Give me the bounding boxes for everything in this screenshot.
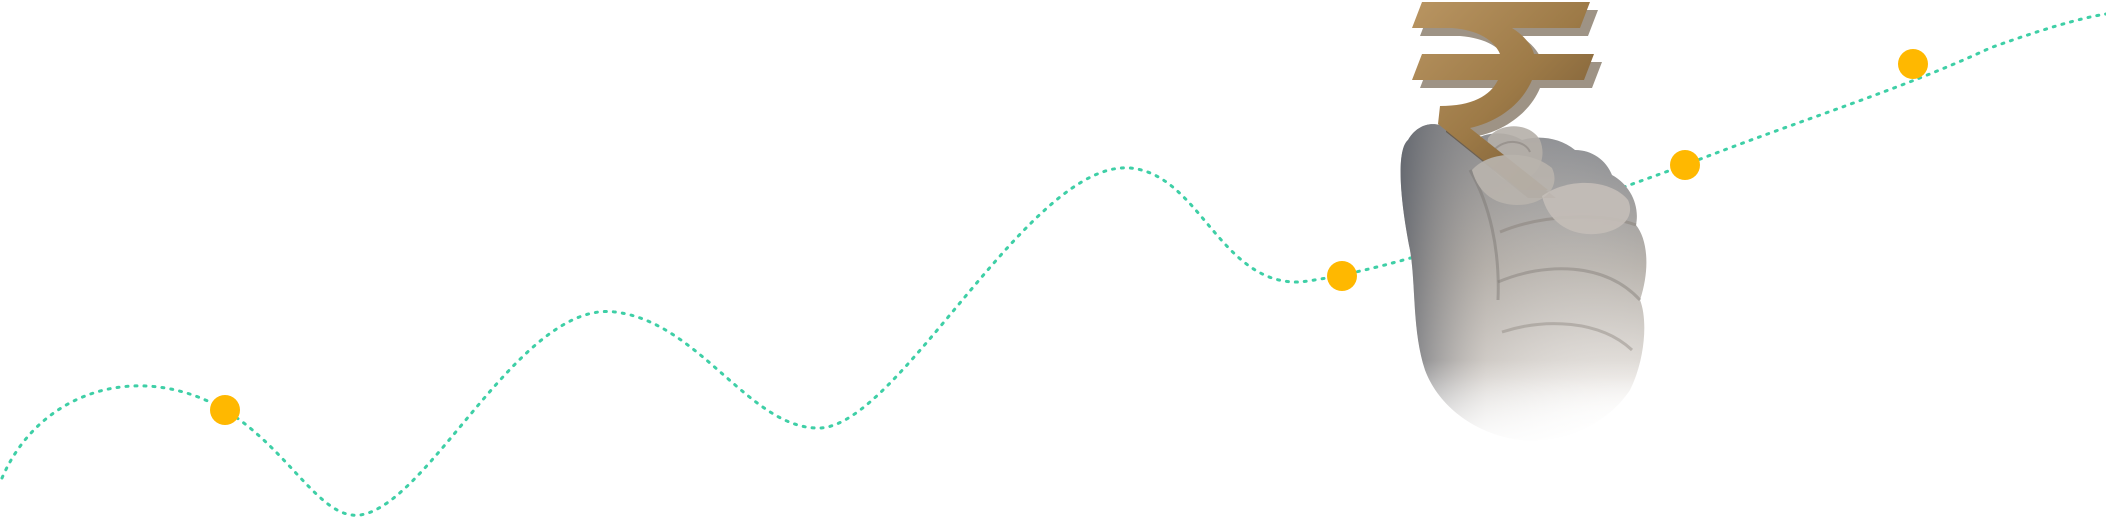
- hand-fingers: [1472, 154, 1631, 235]
- rupee-icon: [1412, 2, 1602, 198]
- growth-curve: [0, 12, 2106, 517]
- marker-dot-3: [1670, 150, 1700, 180]
- marker-dot-2: [1327, 261, 1357, 291]
- data-point-markers: [210, 49, 1928, 425]
- marker-dot-1: [210, 395, 240, 425]
- marker-dot-4: [1898, 49, 1928, 79]
